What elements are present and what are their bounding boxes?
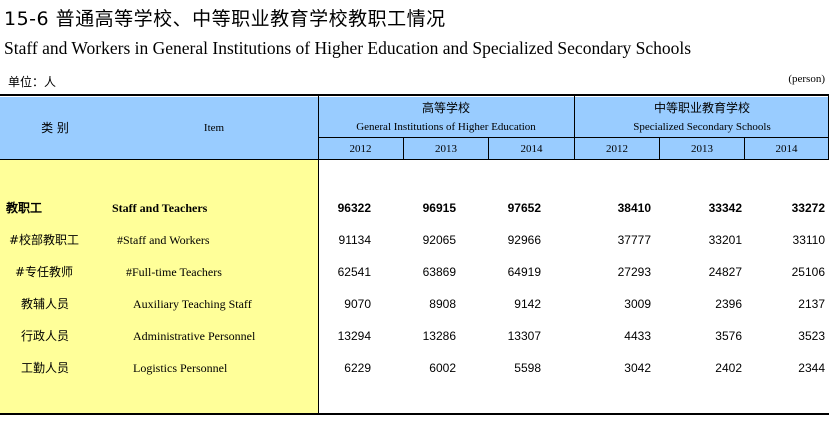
value-cell: 27293 [617,265,651,279]
value-cell: 33201 [708,233,742,247]
value-cell: 24827 [708,265,742,279]
stub-divider [318,96,319,414]
row-label-english: Administrative Personnel [133,329,256,343]
header-category-chinese: 类 别 [41,121,69,135]
header-group1-english: General Institutions of Higher Education [356,121,536,133]
table-row: 教辅人员 Auxiliary Teaching Staff 9070 8908 … [0,294,829,314]
table-title-chinese: 15-6 普通高等学校、中等职业教育学校教职工情况 [4,8,446,30]
value-cell: 3009 [624,297,651,311]
header-year: 2012 [606,142,628,155]
unit-label-english: (person) [788,73,825,85]
row-label-chinese: 工勤人员 [21,361,70,375]
value-cell: 6002 [429,361,456,375]
bottom-border [0,413,829,415]
value-cell: 3523 [798,329,825,343]
header-background [0,97,829,160]
value-cell: 13307 [507,329,541,343]
row-label-chinese: 教职工 [6,201,43,215]
value-cell: 2396 [715,297,742,311]
row-label-chinese: #专任教师 [15,265,74,279]
value-cell: 4433 [624,329,651,343]
row-label-english: #Full-time Teachers [126,265,222,279]
value-cell: 2402 [715,361,742,375]
value-cell: 63869 [422,265,456,279]
value-cell: 96322 [337,201,371,215]
value-cell: 13286 [422,329,456,343]
header-group1-chinese: 高等学校 [421,100,470,115]
year-row-top-border [318,137,829,138]
value-cell: 9070 [344,297,371,311]
table-row: 教职工 Staff and Teachers 96322 96915 97652… [0,198,829,218]
header-year: 2012 [349,142,372,155]
header-year: 2014 [520,142,543,155]
value-cell: 2137 [798,297,825,311]
value-cell: 2344 [798,361,825,375]
value-cell: 6229 [344,361,371,375]
table-row: 行政人员 Administrative Personnel 13294 1328… [0,326,829,346]
value-cell: 62541 [337,265,371,279]
value-cell: 33272 [791,201,825,215]
value-cell: 92065 [422,233,456,247]
value-cell: 97652 [507,201,541,215]
value-cell: 13294 [337,329,371,343]
top-border [0,94,829,96]
row-label-english: #Staff and Workers [117,233,210,247]
year-divider [488,137,489,159]
year-divider [744,137,745,159]
value-cell: 38410 [617,201,651,215]
row-label-chinese: 教辅人员 [21,297,70,311]
header-year: 2013 [691,142,713,155]
row-label-chinese: 行政人员 [21,329,70,343]
table-row: #专任教师 #Full-time Teachers 62541 63869 64… [0,262,829,282]
table-title-english: Staff and Workers in General Institution… [4,38,692,58]
row-label-english: Auxiliary Teaching Staff [133,297,252,311]
value-cell: 3576 [715,329,742,343]
table-row: 工勤人员 Logistics Personnel 6229 6002 5598 … [0,358,829,378]
value-cell: 25106 [791,265,825,279]
group-divider [574,96,575,159]
row-label-english: Staff and Teachers [112,201,208,215]
value-cell: 9142 [514,297,541,311]
header-group2-english: Specialized Secondary Schools [633,121,771,133]
header-bottom-border [0,159,829,160]
year-divider [403,137,404,159]
stub-background [0,160,318,414]
row-label-english: Logistics Personnel [133,361,228,375]
value-cell: 92966 [507,233,541,247]
value-cell: 5598 [514,361,541,375]
value-cell: 33110 [792,233,825,247]
unit-label-chinese: 单位：人 [8,75,57,89]
year-divider [659,137,660,159]
value-cell: 64919 [507,265,541,279]
value-cell: 37777 [617,233,651,247]
header-group2-chinese: 中等职业教育学校 [653,100,750,115]
header-item-english: Item [203,121,225,134]
value-cell: 33342 [708,201,742,215]
header-year: 2013 [435,142,457,155]
header-year: 2014 [775,142,798,155]
value-cell: 96915 [422,201,456,215]
row-label-chinese: #校部教职工 [9,233,80,247]
value-cell: 3042 [624,361,651,375]
value-cell: 91134 [338,233,371,247]
value-cell: 8908 [429,297,456,311]
table-row: #校部教职工 #Staff and Workers 91134 92065 92… [0,230,829,250]
data-table: 类 别 Item 高等学校 General Institutions of Hi… [0,94,829,416]
